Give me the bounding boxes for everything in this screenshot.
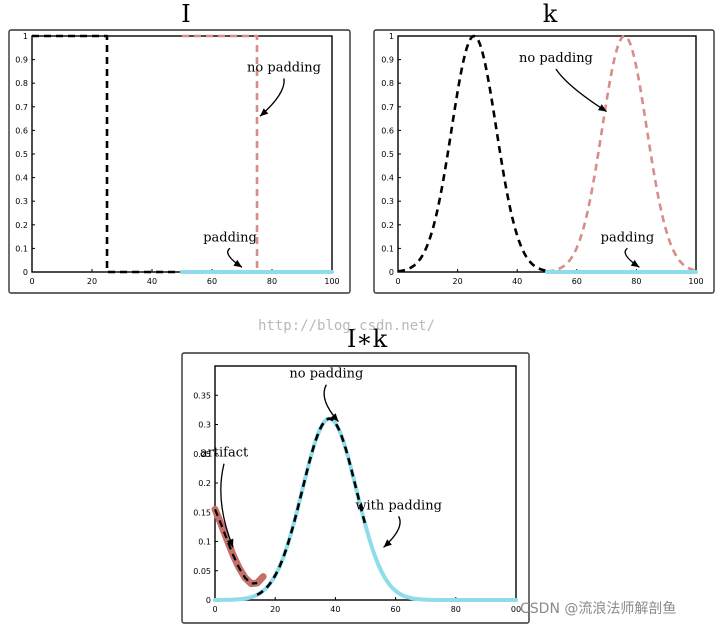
y-tick-label: 0.9	[381, 56, 394, 65]
x-tick-label: 80	[267, 277, 277, 286]
y-tick-label: 0.2	[198, 479, 211, 488]
y-tick-label: 0.9	[15, 56, 28, 65]
annotation-arrowhead	[226, 538, 234, 548]
y-tick-label: 0	[206, 596, 211, 605]
annotation-label: no padding	[247, 60, 321, 75]
y-tick-label: 0.05	[193, 567, 211, 576]
series-original	[32, 34, 182, 274]
x-tick-label: 100	[324, 277, 339, 286]
y-tick-label: 0.7	[381, 103, 394, 112]
y-tick-label: 0.3	[381, 197, 394, 206]
watermark-text: http://blog.csdn.net/	[258, 318, 435, 334]
x-tick-label: 100	[688, 277, 703, 286]
y-tick-label: 0.7	[15, 103, 28, 112]
x-tick-label: 40	[512, 277, 522, 286]
chart-title-Ik: I∗k	[347, 325, 388, 353]
series-with-padding	[213, 416, 518, 602]
annotation-label: with padding	[355, 498, 442, 513]
annotation-arrowhead	[330, 413, 339, 422]
annotation-arrow	[555, 68, 607, 113]
x-tick-label: 0	[29, 277, 34, 286]
plot-I*k: 0 20 40 60 80 0000.050.10.150.20.250.30.35no …	[193, 367, 521, 614]
y-tick-label: 0.5	[15, 150, 28, 159]
series-original	[397, 34, 548, 273]
y-tick-label: 0	[389, 268, 394, 277]
annotation-arrowhead	[383, 539, 392, 548]
x-tick-label: 20	[270, 605, 280, 614]
y-tick-label: 0.3	[15, 197, 28, 206]
annotation-label: no padding	[519, 51, 593, 66]
annotation-arrow	[220, 463, 234, 548]
y-tick-label: 1	[23, 32, 28, 41]
y-tick-label: 0.8	[381, 79, 394, 88]
y-tick-label: 0.2	[381, 221, 394, 230]
y-tick-label: 0	[23, 268, 28, 277]
y-tick-label: 0.6	[15, 126, 28, 135]
annotation-arrowhead	[630, 259, 640, 268]
x-tick-label: 80	[451, 605, 461, 614]
y-tick-label: 0.35	[193, 391, 211, 400]
annotation-label: padding	[601, 230, 655, 245]
y-tick-label: 0.15	[193, 508, 211, 517]
x-tick-label: 0	[212, 605, 217, 614]
x-tick-label: 60	[391, 605, 401, 614]
y-tick-label: 0.8	[15, 79, 28, 88]
x-tick-label: 20	[453, 277, 463, 286]
x-tick-label: 40	[330, 605, 340, 614]
axes-I	[31, 35, 333, 273]
annotation-label: no padding	[289, 367, 363, 382]
x-tick-label: 00	[511, 605, 521, 614]
annotation-label: artifact	[200, 446, 249, 461]
y-tick-label: 0.5	[381, 150, 394, 159]
x-tick-label: 20	[87, 277, 97, 286]
plot-k: 0 20 40 60 80 100 0 0.1 0.2 0.3 0.4 0.5 0.6 0.7 0.8 0.9…	[381, 32, 703, 286]
chart-title-I: I	[181, 0, 190, 28]
annotation-label: padding	[203, 230, 257, 245]
x-tick-label: 60	[207, 277, 217, 286]
y-tick-label: 0.3	[198, 421, 211, 430]
annotation-arrowhead	[597, 104, 607, 112]
y-tick-label: 0.2	[15, 221, 28, 230]
annotation-arrowhead	[260, 108, 269, 117]
chart-title-k: k	[543, 0, 558, 28]
y-tick-label: 0.1	[381, 244, 394, 253]
series-artifact-dashed	[213, 508, 258, 585]
series-no-padding	[546, 34, 697, 273]
x-tick-label: 80	[631, 277, 641, 286]
x-tick-label: 60	[572, 277, 582, 286]
y-tick-label: 0.25	[193, 450, 211, 459]
axes-Ik	[214, 365, 517, 601]
x-tick-label: 0	[395, 277, 400, 286]
x-tick-label: 40	[147, 277, 157, 286]
y-tick-label: 1	[389, 32, 394, 41]
y-tick-label: 0.1	[198, 538, 211, 547]
y-tick-label: 0.4	[15, 174, 28, 183]
plot-I: 0 20 40 60 80 100 0 0.1 0.2 0.3 0.4 0.5 0.6 0.7 0.8 0.9…	[15, 32, 339, 286]
y-tick-label: 0.6	[381, 126, 394, 135]
series-no-padding	[256, 417, 367, 596]
y-tick-label: 0.1	[15, 244, 28, 253]
y-tick-label: 0.4	[381, 174, 394, 183]
annotation-arrowhead	[233, 259, 242, 268]
credit-text: CSDN @流浪法师解剖鱼	[520, 600, 676, 617]
